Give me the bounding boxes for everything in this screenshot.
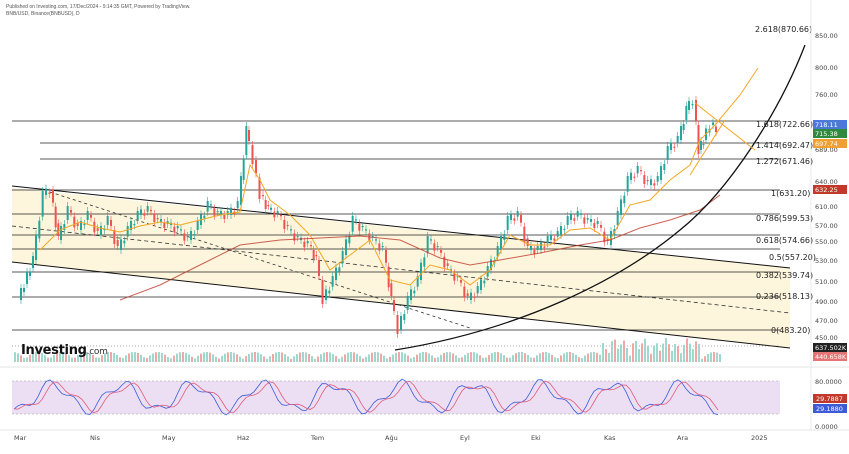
ema-slow-line xyxy=(119,194,721,301)
x-tick: Ağu xyxy=(385,434,398,442)
fib-lines xyxy=(12,120,780,331)
price-badge: 697.74 xyxy=(813,139,847,148)
osc-badge-1: 29.7887 xyxy=(813,394,847,403)
channel-band xyxy=(12,188,790,348)
oscillator-d-line xyxy=(13,380,719,414)
chart-published-note: Published on Investing.com, 17/Dec/2024 … xyxy=(6,4,191,10)
fib-label: 1.414(692.47) xyxy=(756,141,813,150)
svg-text:718.11: 718.11 xyxy=(815,121,838,129)
x-tick: 2025 xyxy=(751,434,768,442)
fib-label: 0(483.20) xyxy=(771,326,810,335)
volume-bars xyxy=(14,338,721,362)
x-tick: Ara xyxy=(677,434,688,442)
y-tick: 689.00 xyxy=(815,146,838,154)
fib-label: 1(631.20) xyxy=(771,189,810,198)
svg-text:715.38: 715.38 xyxy=(815,130,838,138)
osc-tick-0: 0.0000 xyxy=(815,423,838,431)
price-badge: 715.38 xyxy=(813,129,847,138)
y-tick: 610.00 xyxy=(815,203,838,211)
x-tick: Eki xyxy=(531,434,541,442)
price-badge: 718.11 xyxy=(813,120,847,129)
x-tick: Nis xyxy=(90,434,101,442)
x-tick: Eyl xyxy=(460,434,470,442)
mid-dashed-trend xyxy=(11,225,791,314)
y-tick: 550.00 xyxy=(815,238,838,246)
osc-tick-80: 80.0000 xyxy=(815,378,842,386)
fib-label: 0.236(518.13) xyxy=(756,292,813,301)
short-dashed-trend xyxy=(49,191,471,329)
x-axis: Mar Nis May Haz Tem Ağu Eyl Eki Kas Ara 2025 xyxy=(14,434,768,442)
x-tick: Mar xyxy=(14,434,27,442)
fib-label: 1.272(671.46) xyxy=(756,157,813,166)
osc-badge-2: 29.1880 xyxy=(813,404,847,413)
ema-fast-line xyxy=(39,67,759,286)
svg-text:29.1880: 29.1880 xyxy=(816,405,843,413)
triangle-lower xyxy=(689,119,726,176)
fib-label: 0.5(557.20) xyxy=(769,253,816,262)
triangle-upper xyxy=(694,102,756,151)
y-tick: 760.00 xyxy=(815,91,838,99)
y-tick: 510.00 xyxy=(815,278,838,286)
fib-label: 2.618(870.66) xyxy=(755,25,812,34)
price-badge: 637.502K xyxy=(813,343,847,352)
y-tick: 640.00 xyxy=(815,178,838,186)
price-badge: 632.25 xyxy=(813,185,847,194)
channel-upper-line xyxy=(11,185,791,269)
y-tick: 470.00 xyxy=(815,317,838,325)
svg-text:632.25: 632.25 xyxy=(815,186,838,194)
x-tick: Haz xyxy=(237,434,250,442)
price-badge: 440.658K xyxy=(813,352,847,361)
y-tick: 490.00 xyxy=(815,298,838,306)
fib-labels: 2.618(870.66) 1.618(722.66) 1.414(692.47) 1… xyxy=(755,25,816,335)
svg-text:29.7887: 29.7887 xyxy=(816,395,843,403)
svg-text:637.502K: 637.502K xyxy=(815,344,847,352)
fib-label: 0.618(574.66) xyxy=(756,236,813,245)
channel-lower-line xyxy=(11,261,791,349)
fib-label: 0.786(599.53) xyxy=(756,214,813,223)
y-tick: 850.00 xyxy=(815,32,838,40)
parabolic-support-curve xyxy=(394,44,806,351)
x-tick: Tem xyxy=(310,434,324,442)
chart-instrument-title: BNB/USD, Binance(BNBUSD), D xyxy=(6,11,80,17)
y-tick: 530.00 xyxy=(815,257,838,265)
y-axis: 850.00800.00760.00720.00689.00640.00610.… xyxy=(815,32,838,342)
y-tick: 570.00 xyxy=(815,222,838,230)
svg-text:440.658K: 440.658K xyxy=(815,353,847,361)
y-tick: 450.00 xyxy=(815,334,838,342)
y-tick: 800.00 xyxy=(815,64,838,72)
svg-text:697.74: 697.74 xyxy=(815,140,838,148)
fib-label: 0.382(539.74) xyxy=(756,271,813,280)
investing-logo: Investing.com xyxy=(21,343,108,358)
x-tick: Kas xyxy=(604,434,616,442)
x-tick: May xyxy=(162,434,176,442)
fib-label: 1.618(722.66) xyxy=(756,120,813,129)
